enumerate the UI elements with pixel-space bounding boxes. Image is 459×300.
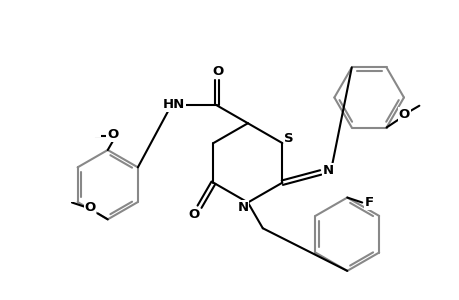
Text: HN: HN [162, 98, 185, 111]
Text: S: S [284, 132, 293, 145]
Text: F: F [364, 196, 373, 209]
Text: O: O [84, 201, 95, 214]
Text: N: N [322, 164, 334, 177]
Text: methoxy: methoxy [412, 97, 439, 102]
Text: OMe: OMe [78, 134, 92, 139]
Text: O: O [107, 128, 118, 141]
Text: N: N [237, 201, 248, 214]
Text: methoxy: methoxy [73, 132, 100, 137]
Text: O: O [212, 65, 223, 78]
Text: methoxy: methoxy [49, 197, 75, 202]
Text: O: O [398, 108, 409, 121]
Text: O: O [188, 208, 199, 221]
